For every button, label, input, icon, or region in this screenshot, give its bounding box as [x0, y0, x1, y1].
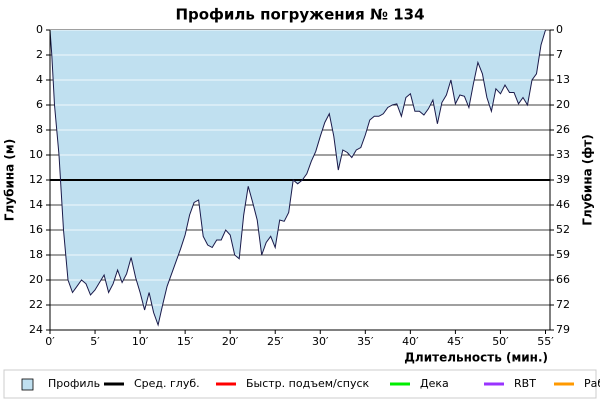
- legend-label: RBT: [514, 377, 536, 390]
- y2-tick-label: 39: [556, 173, 570, 186]
- y2-tick-label: 72: [556, 298, 570, 311]
- y-tick-label: 18: [29, 248, 43, 261]
- y2-tick-label: 79: [556, 323, 570, 336]
- legend-label: Сред. глуб.: [134, 377, 200, 390]
- profile-line: [49, 29, 546, 327]
- y2-tick-label: 13: [556, 73, 570, 86]
- y2-tick-label: 7: [556, 48, 563, 61]
- y-tick-label: 10: [29, 148, 43, 161]
- y-tick-label: 14: [29, 198, 43, 211]
- y2-tick-label: 52: [556, 223, 570, 236]
- y-tick-label: 24: [29, 323, 43, 336]
- x-tick-label: 15′: [177, 335, 194, 348]
- x-tick-label: 10′: [132, 335, 149, 348]
- y2-axis-title: Глубина (фт): [581, 134, 595, 225]
- y2-tick-label: 66: [556, 273, 570, 286]
- y-tick-label: 4: [36, 73, 43, 86]
- y-tick-label: 8: [36, 123, 43, 136]
- chart-title: Профиль погружения № 134: [175, 6, 424, 24]
- y-tick-label: 16: [29, 223, 43, 236]
- legend-label: Профиль: [48, 377, 100, 390]
- y-axis-title: Глубина (м): [3, 139, 17, 221]
- x-tick-label: 5′: [90, 335, 100, 348]
- x-tick-label: 50′: [492, 335, 509, 348]
- legend-label: Раб.: [584, 377, 600, 390]
- legend-label: Дека: [420, 377, 449, 390]
- legend-swatch: [21, 378, 34, 391]
- x-tick-label: 45′: [447, 335, 464, 348]
- y-tick-label: 0: [36, 23, 43, 36]
- y2-tick-label: 26: [556, 123, 570, 136]
- x-tick-label: 35′: [357, 335, 374, 348]
- y2-tick-label: 20: [556, 98, 570, 111]
- x-axis-title: Длительность (мин.): [404, 351, 548, 365]
- y2-tick-label: 0: [556, 23, 563, 36]
- y-tick-label: 6: [36, 98, 43, 111]
- y-tick-label: 22: [29, 298, 43, 311]
- x-tick-label: 20′: [222, 335, 239, 348]
- x-tick-label: 40′: [402, 335, 419, 348]
- y-tick-label: 2: [36, 48, 43, 61]
- profile-area: [50, 30, 546, 325]
- x-tick-label: 30′: [312, 335, 329, 348]
- y-tick-label: 20: [29, 273, 43, 286]
- x-tick-label: 0′: [45, 335, 55, 348]
- y2-tick-label: 59: [556, 248, 570, 261]
- y2-tick-label: 33: [556, 148, 570, 161]
- y-tick-label: 12: [29, 173, 43, 186]
- x-tick-label: 25′: [267, 335, 284, 348]
- y2-tick-label: 46: [556, 198, 570, 211]
- x-tick-label: 55′: [537, 335, 554, 348]
- legend-label: Быстр. подъем/спуск: [246, 377, 370, 390]
